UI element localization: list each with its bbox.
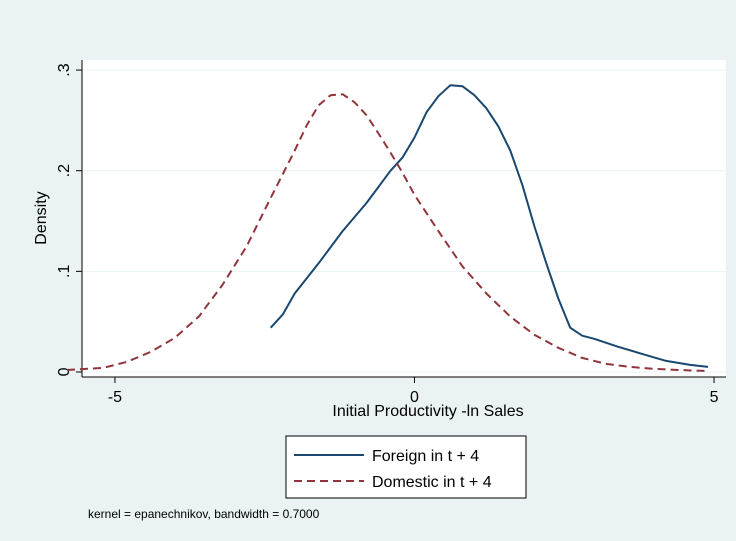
x-tick-label: -5 [108, 389, 122, 406]
y-tick-label: .3 [56, 63, 73, 76]
y-tick-label: .2 [56, 164, 73, 177]
series-line-domestic [66, 93, 709, 372]
legend: Foreign in t + 4 Domestic in t + 4 [285, 435, 527, 499]
kernel-note: kernel = epanechnikov, bandwidth = 0.700… [88, 507, 320, 521]
legend-box [285, 435, 527, 499]
x-axis-title: Initial Productivity -ln Sales [332, 403, 523, 420]
y-tick-label: 0 [56, 367, 73, 376]
x-tick-label: 5 [710, 389, 719, 406]
legend-label-foreign: Foreign in t + 4 [372, 448, 479, 465]
x-tick-label: 0 [410, 389, 419, 406]
gridlines [82, 69, 726, 373]
x-axis-ticks: -5 0 5 [108, 377, 719, 406]
series-line-foreign [269, 84, 709, 368]
y-axis-title: Density [33, 191, 50, 244]
y-tick-label: .1 [56, 265, 73, 278]
legend-label-domestic: Domestic in t + 4 [372, 474, 492, 491]
series-lines [66, 84, 709, 372]
plot-area [82, 60, 726, 377]
y-axis-ticks: 0 .1 .2 .3 [56, 63, 82, 376]
